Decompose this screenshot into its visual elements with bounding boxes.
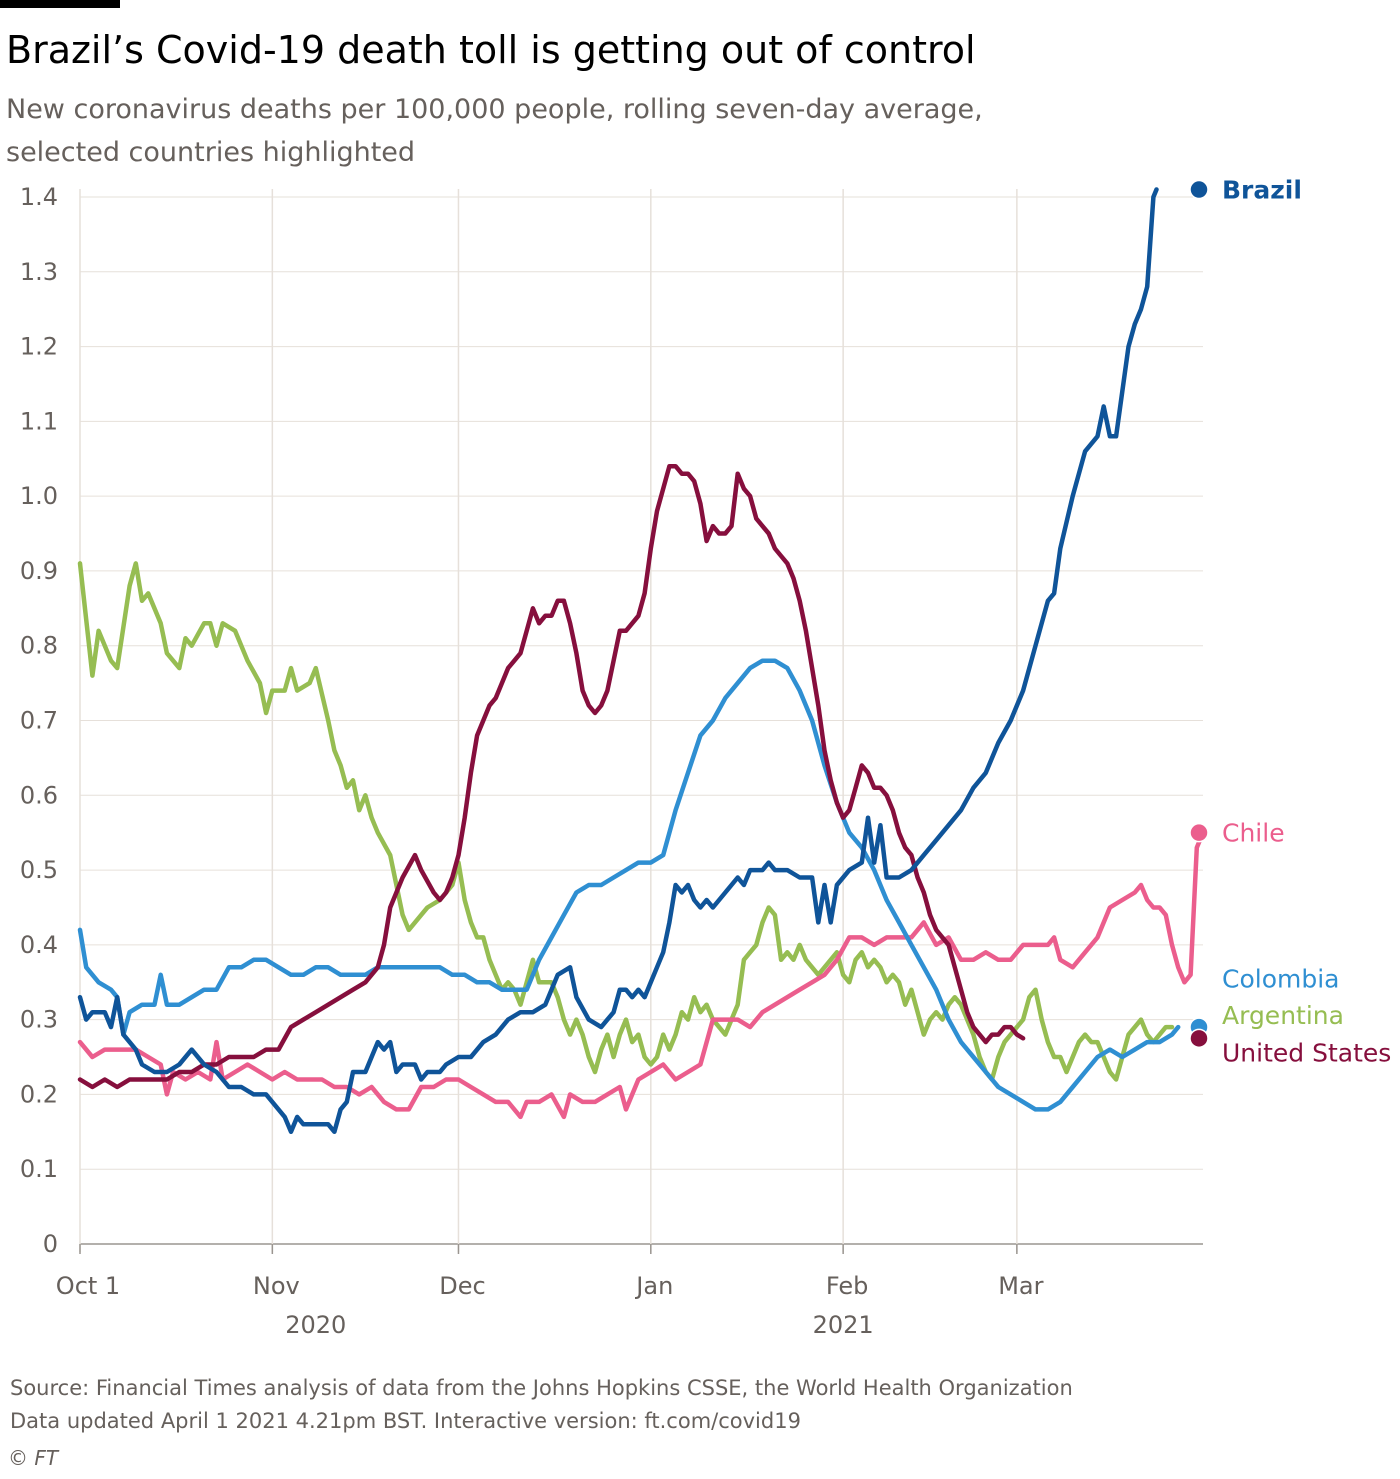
y-tick-label: 1.0: [20, 482, 58, 510]
series-end-marker-united-states: [1189, 1028, 1209, 1049]
chart-subtitle: New coronavirus deaths per 100,000 peopl…: [6, 88, 1106, 174]
series-label-chile: Chile: [1222, 819, 1285, 848]
y-tick-label: 0.2: [20, 1080, 58, 1108]
update-note: Data updated April 1 2021 4.21pm BST. In…: [10, 1409, 801, 1433]
x-tick-label: Jan: [634, 1272, 673, 1300]
subtitle-line-2: selected countries highlighted: [6, 137, 416, 168]
y-tick-label: 1.1: [20, 407, 58, 435]
source-note: Source: Financial Times analysis of data…: [10, 1376, 1073, 1400]
y-tick-label: 0: [43, 1230, 58, 1258]
copyright: © FT: [8, 1446, 59, 1470]
series-line-united-states: [77, 463, 1026, 1090]
x-year-label: 2021: [813, 1311, 874, 1339]
y-tick-label: 0.3: [20, 1006, 58, 1034]
y-tick-label: 0.1: [20, 1155, 58, 1183]
y-tick-label: 0.7: [20, 707, 58, 735]
series-line-argentina: [77, 561, 1175, 1082]
series-line-colombia: [77, 658, 1181, 1112]
y-tick-label: 1.2: [20, 333, 58, 361]
x-tick-label: Oct 1: [56, 1272, 120, 1300]
x-tick-label: Nov: [253, 1272, 300, 1300]
series-label-colombia: Colombia: [1222, 965, 1339, 994]
x-tick-label: Dec: [439, 1272, 485, 1300]
y-tick-label: 0.8: [20, 632, 58, 660]
y-tick-label: 0.9: [20, 557, 58, 585]
series-label-brazil: Brazil: [1222, 176, 1302, 205]
x-tick-label: Mar: [998, 1272, 1043, 1300]
ft-top-bar: [0, 0, 120, 8]
y-tick-label: 0.4: [20, 931, 58, 959]
subtitle-line-1: New coronavirus deaths per 100,000 peopl…: [6, 94, 983, 125]
x-tick-label: Feb: [826, 1272, 869, 1300]
series-end-marker-brazil: [1189, 179, 1209, 200]
line-chart: 0 0.1 0.2 0.3 0.4 0.5 0.6 0.7 0.8 0.9 1.0 1.1 1.2 1.3…: [20, 176, 1391, 1339]
y-tick-label: 1.3: [20, 258, 58, 286]
x-year-label: 2020: [285, 1311, 346, 1339]
y-tick-label: 0.5: [20, 856, 58, 884]
series-label-argentina: Argentina: [1222, 1001, 1344, 1030]
series-line-brazil: [77, 187, 1159, 1135]
series-end-marker-chile: [1189, 822, 1209, 843]
y-tick-label: 1.4: [20, 183, 58, 211]
series-label-united-states: United States: [1222, 1039, 1391, 1068]
series-line-chile: [77, 830, 1206, 1120]
chart-title: Brazil’s Covid-19 death toll is getting …: [6, 28, 976, 72]
y-tick-label: 0.6: [20, 781, 58, 809]
